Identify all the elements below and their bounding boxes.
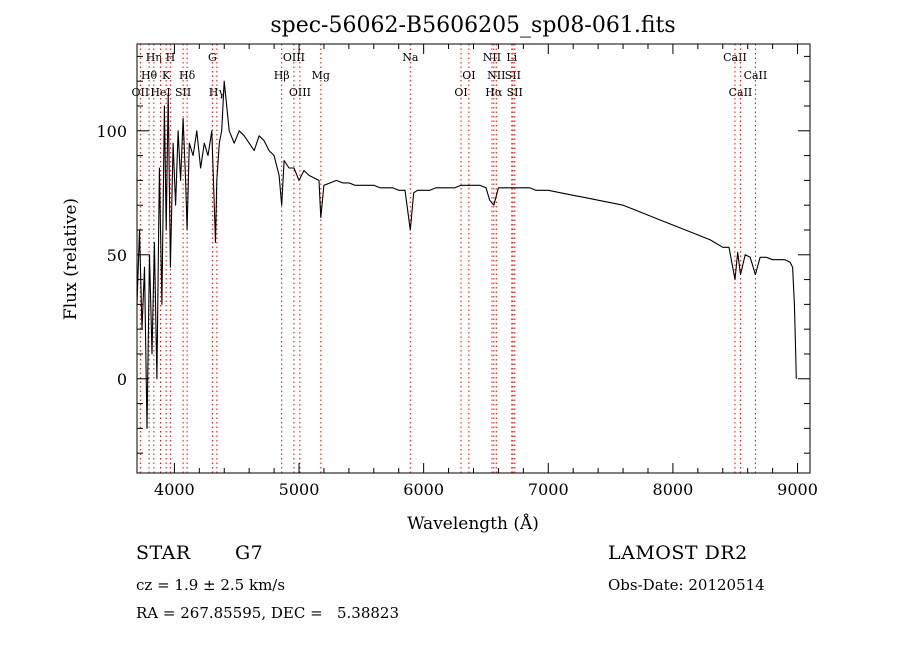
spectral-line-markers: OIIHθHηHeIKHSIIHδGHγHβOIIIOIIIMgNaOIOINI… <box>132 44 768 473</box>
line-marker-label: CaII <box>744 69 768 82</box>
flux-line-0 <box>136 80 797 429</box>
y-tick-label: 0 <box>117 370 127 389</box>
x-tick-label: 5000 <box>279 480 320 499</box>
plot-axes: 4000 5000 6000 7000 8000 9000 0 50 100 <box>96 43 818 499</box>
line-marker-label: NII <box>487 69 505 82</box>
line-marker-label: Hα <box>485 86 503 99</box>
flux-series <box>136 80 797 429</box>
y-axis-label: Flux (relative) <box>61 198 81 320</box>
line-marker-label: OII <box>132 86 150 99</box>
line-marker-label: SII <box>505 69 521 82</box>
survey-name: LAMOST DR2 <box>608 542 748 564</box>
line-marker-label: CaII <box>723 51 747 64</box>
line-marker-label: H <box>166 51 176 64</box>
x-axis-label: Wavelength (Å) <box>407 513 539 534</box>
line-marker-label: OI <box>454 86 467 99</box>
line-marker-label: CaII <box>729 86 753 99</box>
line-marker-label: Hβ <box>274 69 290 82</box>
line-marker-label: Hγ <box>209 86 226 99</box>
line-marker-label: OI <box>462 69 475 82</box>
line-marker-label: SII <box>175 86 191 99</box>
line-marker-label: Mg <box>312 69 330 82</box>
object-subclass: G7 <box>235 542 264 564</box>
x-tick-label: 7000 <box>528 480 569 499</box>
line-marker-label: SII <box>507 86 523 99</box>
y-tick-label: 50 <box>107 246 127 265</box>
object-class: STAR <box>136 542 191 564</box>
line-marker-label: OIII <box>283 51 305 64</box>
y-tick-label: 100 <box>96 122 127 141</box>
chart-title: spec-56062-B5606205_sp08-061.fits <box>270 13 675 38</box>
plot-frame <box>136 43 811 474</box>
x-tick-label: 8000 <box>653 480 694 499</box>
line-marker-label: K <box>162 69 171 82</box>
x-tick-label: 6000 <box>403 480 444 499</box>
line-marker-label: Li <box>506 51 517 64</box>
line-marker-label: NII <box>483 51 501 64</box>
line-marker-label: Hη <box>146 51 162 64</box>
observation-date: Obs-Date: 20120514 <box>608 576 765 594</box>
line-marker-label: Hθ <box>141 69 158 82</box>
line-marker-label: Na <box>402 51 419 64</box>
redshift-velocity: cz = 1.9 ± 2.5 km/s <box>136 576 286 594</box>
line-marker-label: OIII <box>289 86 311 99</box>
x-tick-label: 9000 <box>777 480 818 499</box>
line-marker-label: G <box>208 51 217 64</box>
line-marker-label: Hδ <box>179 69 196 82</box>
sky-coordinates: RA = 267.85595, DEC = 5.38823 <box>136 604 400 622</box>
x-tick-label: 4000 <box>154 480 195 499</box>
